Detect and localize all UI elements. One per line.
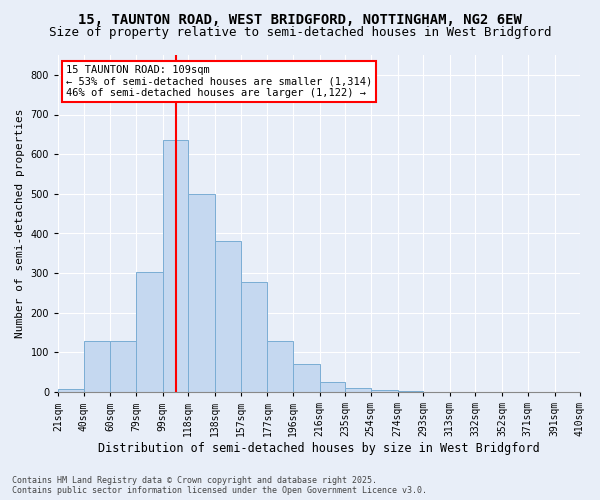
Bar [163, 140, 188, 392]
Text: Size of property relative to semi-detached houses in West Bridgford: Size of property relative to semi-detach… [49, 26, 551, 39]
Y-axis label: Number of semi-detached properties: Number of semi-detached properties [15, 109, 25, 338]
Bar [345, 388, 371, 392]
X-axis label: Distribution of semi-detached houses by size in West Bridgford: Distribution of semi-detached houses by … [98, 442, 540, 455]
Text: 15, TAUNTON ROAD, WEST BRIDGFORD, NOTTINGHAM, NG2 6EW: 15, TAUNTON ROAD, WEST BRIDGFORD, NOTTIN… [78, 12, 522, 26]
Bar [320, 382, 345, 392]
Bar [58, 389, 83, 392]
Bar [215, 240, 241, 392]
Bar [83, 342, 110, 392]
Text: 15 TAUNTON ROAD: 109sqm
← 53% of semi-detached houses are smaller (1,314)
46% of: 15 TAUNTON ROAD: 109sqm ← 53% of semi-de… [66, 65, 372, 98]
Bar [241, 282, 268, 392]
Bar [136, 272, 163, 392]
Bar [268, 340, 293, 392]
Bar [110, 342, 136, 392]
Bar [293, 364, 320, 392]
Text: Contains HM Land Registry data © Crown copyright and database right 2025.
Contai: Contains HM Land Registry data © Crown c… [12, 476, 427, 495]
Bar [371, 390, 398, 392]
Bar [188, 194, 215, 392]
